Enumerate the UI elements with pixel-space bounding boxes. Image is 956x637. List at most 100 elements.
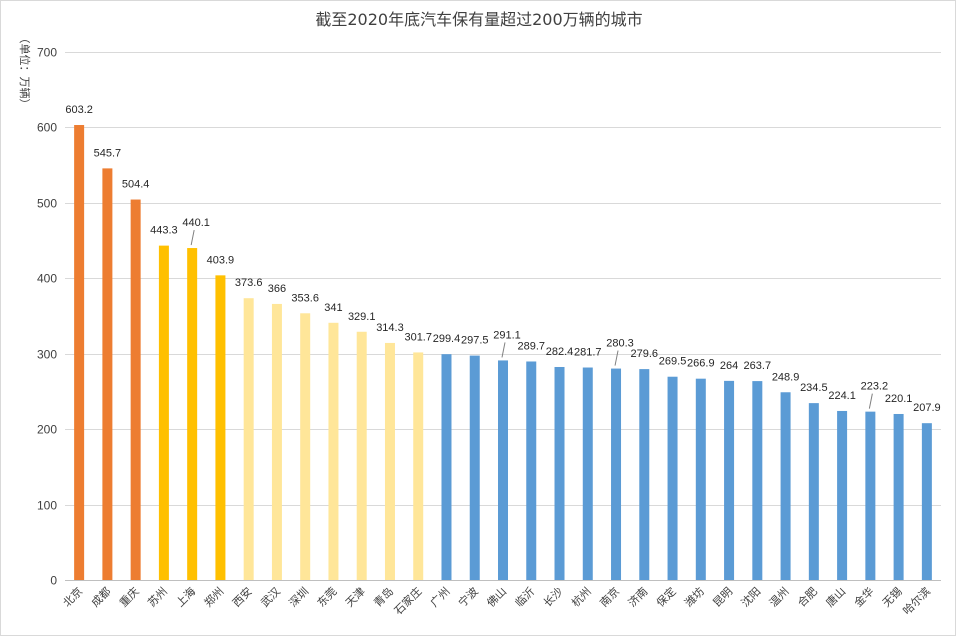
x-tick-label: 成都 [89,585,114,610]
x-tick-label: 合肥 [795,584,820,609]
bar [300,313,311,580]
data-label: 269.5 [659,356,687,368]
bar [158,245,169,581]
bar [271,303,282,580]
x-tick-label: 临沂 [512,584,537,609]
bar [724,380,735,580]
data-label: 403.9 [207,254,235,266]
bar [611,368,622,580]
bar [639,369,650,580]
bar [893,413,904,580]
data-label: 281.7 [574,347,602,359]
bar [695,378,706,580]
y-axis-label: （单位：万辆） [18,33,32,110]
x-tick-label: 昆明 [710,585,735,610]
bar [921,423,932,580]
bar [102,168,113,580]
y-tick-labels: 0 100 200 300 400 500 600 700 [37,46,57,588]
x-tick-label: 温州 [767,585,792,610]
data-label: 366 [268,283,286,295]
label-leader-line [868,393,873,409]
label-leader-line [614,350,619,366]
bars [74,125,932,581]
data-label: 291.1 [493,329,521,341]
x-tick-label: 潍坊 [681,584,706,609]
y-tick-label: 300 [37,348,57,362]
x-tick-label: 东莞 [315,585,340,610]
x-tick-label: 天津 [343,585,368,610]
x-tick-label: 深圳 [287,585,312,610]
x-tick-label: 无锡 [879,584,904,609]
bar [498,360,508,580]
bar [441,354,452,580]
y-tick-label: 500 [37,197,57,211]
bar [130,199,141,581]
x-tick-label: 宁波 [455,584,480,609]
x-tick-label: 金华 [851,584,876,609]
bar [582,367,593,580]
x-tick-label: 北京 [60,584,85,609]
bar [837,410,848,580]
x-tick-label: 广州 [428,585,453,610]
x-tick-label: 郑州 [201,584,226,609]
bar [865,411,876,580]
data-label: 373.6 [235,277,263,289]
chart-title: 截至2020年底汽车保有量超过200万辆的城市 [315,10,642,29]
y-tick-label: 600 [37,121,57,135]
bar [526,361,537,580]
x-tick-label: 上海 [173,584,198,609]
data-label: 504.4 [122,179,150,191]
bar [187,248,198,580]
data-label: 224.1 [828,390,856,402]
x-tick-label: 佛山 [484,585,509,610]
x-tick-label: 重庆 [116,584,141,609]
bar [413,352,424,580]
data-label: 207.9 [913,402,941,414]
bar [469,355,480,580]
x-tick-label: 西安 [229,584,254,609]
data-label: 220.1 [885,393,913,405]
x-tick-label: 济南 [625,584,650,609]
data-label: 299.4 [433,333,461,345]
data-label: 289.7 [517,340,545,352]
bar [356,331,367,580]
data-label: 263.7 [744,360,772,372]
bar [243,298,254,580]
data-label: 314.3 [376,322,404,334]
data-label: 264 [720,360,738,372]
bar [74,125,85,580]
data-label: 603.2 [65,104,93,116]
y-tick-label: 0 [50,574,57,588]
bar [328,322,339,580]
x-tick-labels: 北京 成都 重庆 苏州 上海 郑州 西安 武汉 深圳 东莞 天津 青岛石家庄 广州 宁波 佛山 临沂 长沙 杭州南… [60,584,933,617]
data-label: 353.6 [291,292,319,304]
data-label: 301.7 [404,331,432,343]
x-tick-label: 南京 [597,584,622,609]
data-label: 280.3 [606,338,634,350]
data-label: 234.5 [800,382,828,394]
y-tick-label: 200 [37,423,57,437]
bar [384,342,395,580]
data-label: 248.9 [772,371,800,383]
bar [752,381,763,580]
data-label: 297.5 [461,335,489,347]
x-tick-label: 哈尔滨 [900,584,933,617]
y-tick-label: 400 [37,272,57,286]
x-tick-label: 石家庄 [391,584,424,617]
data-label: 266.9 [687,358,715,370]
bar [554,366,565,580]
bar [215,275,226,580]
x-tick-label: 长沙 [541,585,566,610]
data-label: 329.1 [348,311,376,323]
data-label: 282.4 [546,346,574,358]
data-label: 440.1 [182,217,210,229]
x-tick-label: 保定 [653,584,678,609]
x-tick-label: 杭州 [568,584,593,609]
data-label: 545.7 [94,147,122,159]
y-tick-label: 100 [37,499,57,513]
x-tick-label: 青岛 [371,584,396,609]
x-tick-label: 沈阳 [738,584,763,609]
